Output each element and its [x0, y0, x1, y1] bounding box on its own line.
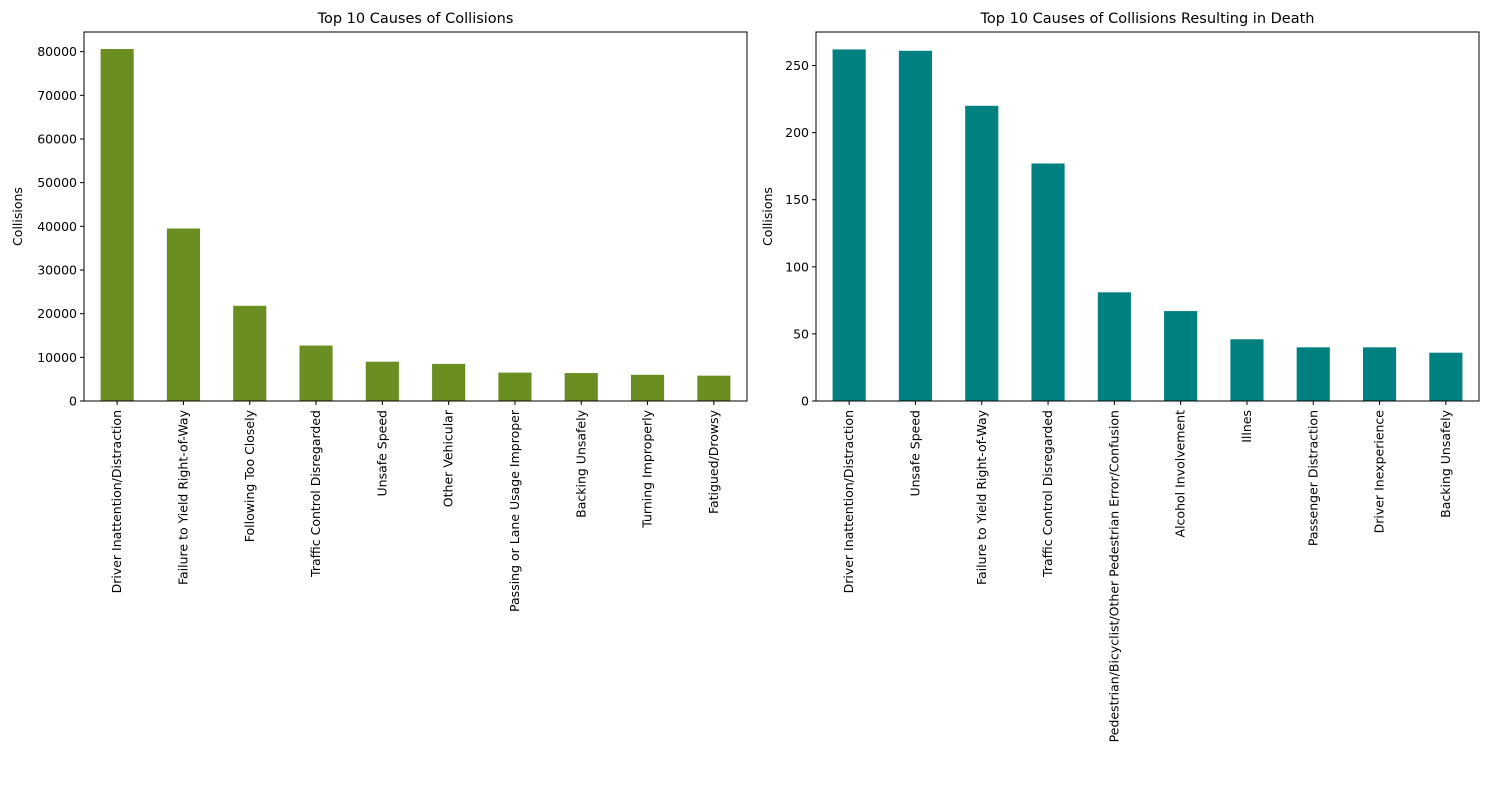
y-tick-label: 50000 [37, 175, 77, 190]
y-tick-label: 10000 [37, 350, 77, 365]
y-tick-label: 70000 [37, 88, 77, 103]
x-tick-label: Failure to Yield Right-of-Way [175, 409, 190, 585]
x-tick-label: Unsafe Speed [374, 410, 389, 497]
y-tick-label: 20000 [37, 306, 77, 321]
bar [1429, 352, 1463, 401]
bar [1164, 311, 1198, 401]
y-ticks: 0 10000 20000 30000 40000 50000 60000 70000 8000… [37, 44, 84, 409]
y-tick-label: 60000 [37, 131, 77, 146]
y-tick-label: 200 [785, 125, 809, 140]
y-tick-label: 0 [801, 394, 809, 409]
plot-frame [815, 31, 1480, 402]
bars [100, 49, 731, 402]
bar [100, 49, 134, 402]
x-tick-label: Traffic Control Disregarded [1040, 410, 1055, 578]
chart-title: Top 10 Causes of Collisions Resulting in… [980, 11, 1315, 27]
bar [564, 373, 598, 401]
bar [365, 361, 399, 401]
bar [432, 363, 466, 401]
bar [1031, 163, 1065, 401]
y-axis-label: Collisions [10, 187, 25, 246]
bar [1296, 347, 1330, 401]
bar [1362, 347, 1397, 401]
y-tick-label: 100 [785, 259, 809, 274]
y-tick-label: 250 [785, 58, 809, 73]
bar [498, 372, 532, 401]
x-tick-label: Fatigued/Drowsy [706, 409, 721, 514]
x-tick-label: Driver Inattention/Distraction [841, 410, 856, 593]
bar [898, 50, 933, 401]
y-tick-label: 80000 [37, 44, 77, 59]
x-tick-label: Backing Unsafely [1438, 409, 1453, 517]
y-tick-label: 50 [793, 326, 809, 341]
x-tick-label: Pedestrian/Bicyclist/Other Pedestrian Er… [1106, 410, 1121, 742]
x-tick-label: Driver Inexperience [1372, 410, 1387, 534]
x-ticks: Driver Inattention/Distraction Failure to… [109, 401, 721, 612]
y-axis-label: Collisions [760, 187, 775, 246]
x-tick-label: Turning Improperly [640, 409, 655, 528]
y-tick-label: 150 [785, 192, 809, 207]
bar [233, 305, 267, 401]
x-tick-label: Failure to Yield Right-of-Way [974, 409, 989, 585]
x-tick-label: Backing Unsafely [573, 409, 588, 517]
bar [299, 345, 333, 401]
x-tick-label: Other Vehicular [441, 409, 456, 507]
death-collisions-chart: Top 10 Causes of Collisions Resulting in… [760, 11, 1480, 742]
y-tick-label: 40000 [37, 219, 77, 234]
y-ticks: 0 50 100 150 200 250 [785, 58, 816, 409]
x-tick-label: Traffic Control Disregarded [308, 410, 323, 578]
x-tick-label: Following Too Closely [242, 409, 257, 542]
bar [630, 374, 665, 401]
y-tick-label: 0 [69, 394, 77, 409]
bar [1230, 339, 1264, 401]
x-ticks: Driver Inattention/Distraction Unsafe Spe… [841, 401, 1453, 742]
chart-title: Top 10 Causes of Collisions [317, 11, 514, 27]
x-tick-label: Passing or Lane Usage Improper [507, 409, 522, 612]
y-tick-label: 30000 [37, 262, 77, 277]
x-tick-label: Passenger Distraction [1305, 410, 1320, 546]
plot-frame [83, 31, 748, 402]
x-tick-label: Alcohol Involvement [1173, 410, 1188, 538]
bars [832, 49, 1463, 402]
bar [965, 105, 999, 402]
x-tick-label: Unsafe Speed [907, 410, 922, 497]
bar [1097, 292, 1131, 401]
bar [832, 49, 866, 402]
bar [166, 228, 201, 401]
collisions-chart: Top 10 Causes of Collisions Collisions 0… [10, 11, 748, 612]
x-tick-label: Illnes [1239, 410, 1254, 443]
x-tick-label: Driver Inattention/Distraction [109, 410, 124, 593]
bar [697, 375, 731, 401]
